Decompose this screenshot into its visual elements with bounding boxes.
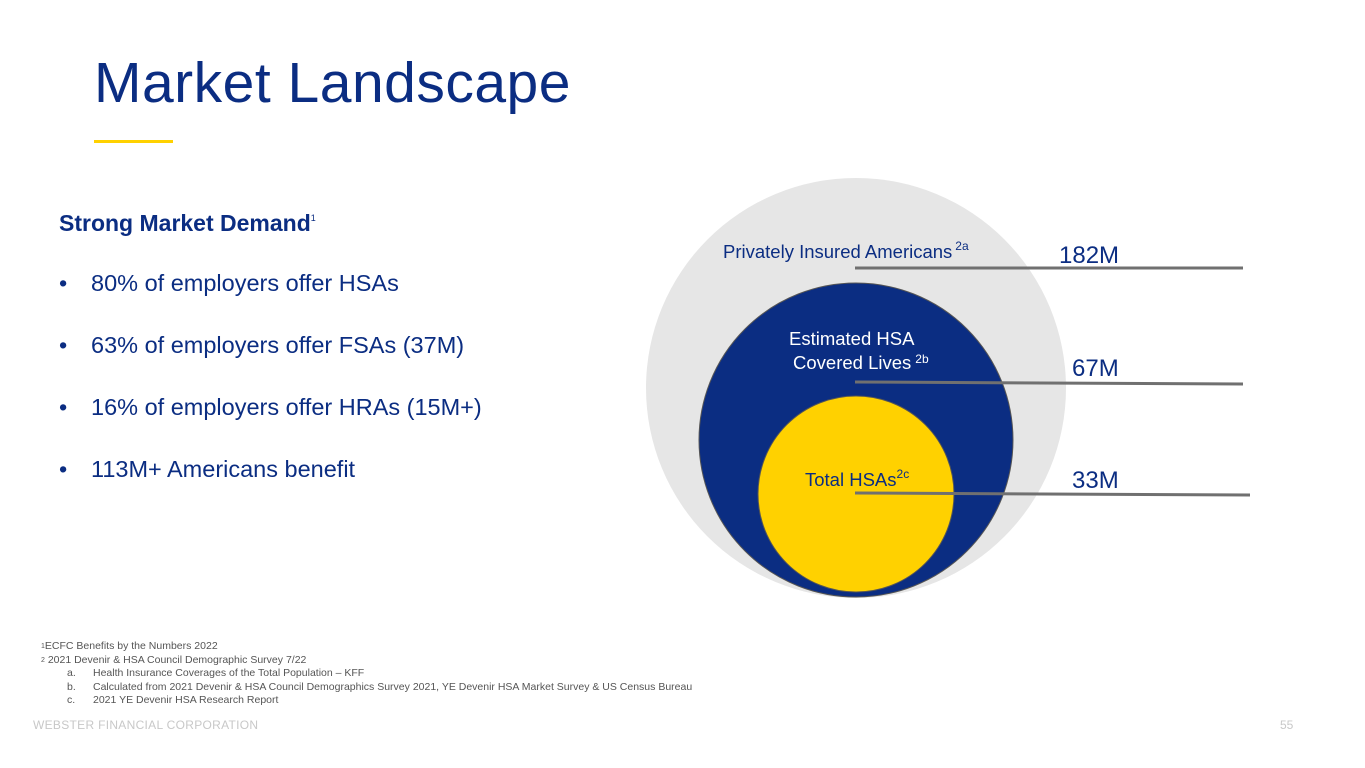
outer-label-footnote-ref: 2a xyxy=(955,239,969,253)
footnote-1-marker: 1 xyxy=(41,643,45,650)
footnote-2: 2 2021 Devenir & HSA Council Demographic… xyxy=(41,654,692,668)
bullet-marker: • xyxy=(59,456,68,482)
bullet-text: 80% of employers offer HSAs xyxy=(91,270,399,296)
bullet-text: 16% of employers offer HRAs (15M+) xyxy=(91,394,482,420)
middle-label-line2-text: Covered Lives xyxy=(793,352,911,373)
inner-label-footnote-ref: 2c xyxy=(897,467,910,481)
middle-circle-label-line2: Covered Lives 2b xyxy=(793,352,929,373)
footnote-2b: b. Calculated from 2021 Devenir & HSA Cou… xyxy=(41,681,692,695)
title-underline xyxy=(94,140,173,143)
footnote-2c-marker: c. xyxy=(67,694,76,707)
value-182m: 182M xyxy=(1059,242,1119,269)
footnote-2-text: 2021 Devenir & HSA Council Demographic S… xyxy=(44,653,307,666)
bullet-marker: • xyxy=(59,394,68,420)
footnote-2b-text: Calculated from 2021 Devenir & HSA Counc… xyxy=(93,680,693,693)
bullet-text: 113M+ Americans benefit xyxy=(91,456,356,482)
bullet-text: 63% of employers offer FSAs (37M) xyxy=(91,332,465,358)
footnote-2b-marker: b. xyxy=(67,680,76,693)
bullet-item: • 80% of employers offer HSAs xyxy=(59,270,482,332)
bullet-list: • 80% of employers offer HSAs • 63% of emp… xyxy=(59,270,482,518)
outer-label-text: Privately Insured Americans xyxy=(723,241,952,262)
page-title: Market Landscape xyxy=(94,51,571,115)
bullet-item: • 113M+ Americans benefit xyxy=(59,456,482,518)
leader-line-inner xyxy=(854,491,1251,497)
footnote-2c-text: 2021 YE Devenir HSA Research Report xyxy=(93,694,279,707)
page-number: 55 xyxy=(1280,718,1294,732)
bullet-marker: • xyxy=(59,332,68,358)
section-heading: Strong Market Demand1 xyxy=(59,210,316,237)
footnote-2a: a. Health Insurance Coverages of the Tota… xyxy=(41,667,692,681)
footnote-1-text: ECFC Benefits by the Numbers 2022 xyxy=(44,640,218,652)
middle-label-line1: Estimated HSA xyxy=(789,328,915,349)
footer-company-name: WEBSTER FINANCIAL CORPORATION xyxy=(33,718,259,732)
footnote-2-marker: 2 xyxy=(41,656,45,664)
middle-label-footnote-ref: 2b xyxy=(915,352,929,366)
footnote-2a-text: Health Insurance Coverages of the Total … xyxy=(93,667,365,680)
middle-circle-label: Estimated HSA xyxy=(789,328,915,349)
footnotes: 1ECFC Benefits by the Numbers 2022 2 202… xyxy=(41,640,692,708)
bullet-item: • 63% of employers offer FSAs (37M) xyxy=(59,332,482,394)
footnote-2c: c. 2021 YE Devenir HSA Research Report xyxy=(41,694,692,708)
footnote-1: 1ECFC Benefits by the Numbers 2022 xyxy=(41,640,692,654)
section-heading-text: Strong Market Demand xyxy=(59,210,311,236)
section-heading-footnote-ref: 1 xyxy=(310,213,316,223)
footnote-2a-marker: a. xyxy=(67,667,76,680)
bullet-marker: • xyxy=(59,270,68,296)
value-33m: 33M xyxy=(1072,467,1119,494)
leader-line-middle xyxy=(854,380,1244,386)
bullet-item: • 16% of employers offer HRAs (15M+) xyxy=(59,394,482,456)
value-67m: 67M xyxy=(1072,355,1119,382)
outer-circle-label: Privately Insured Americans 2a xyxy=(723,239,969,262)
inner-circle-label: Total HSAs2c xyxy=(805,467,909,490)
inner-label-text: Total HSAs xyxy=(805,469,897,490)
